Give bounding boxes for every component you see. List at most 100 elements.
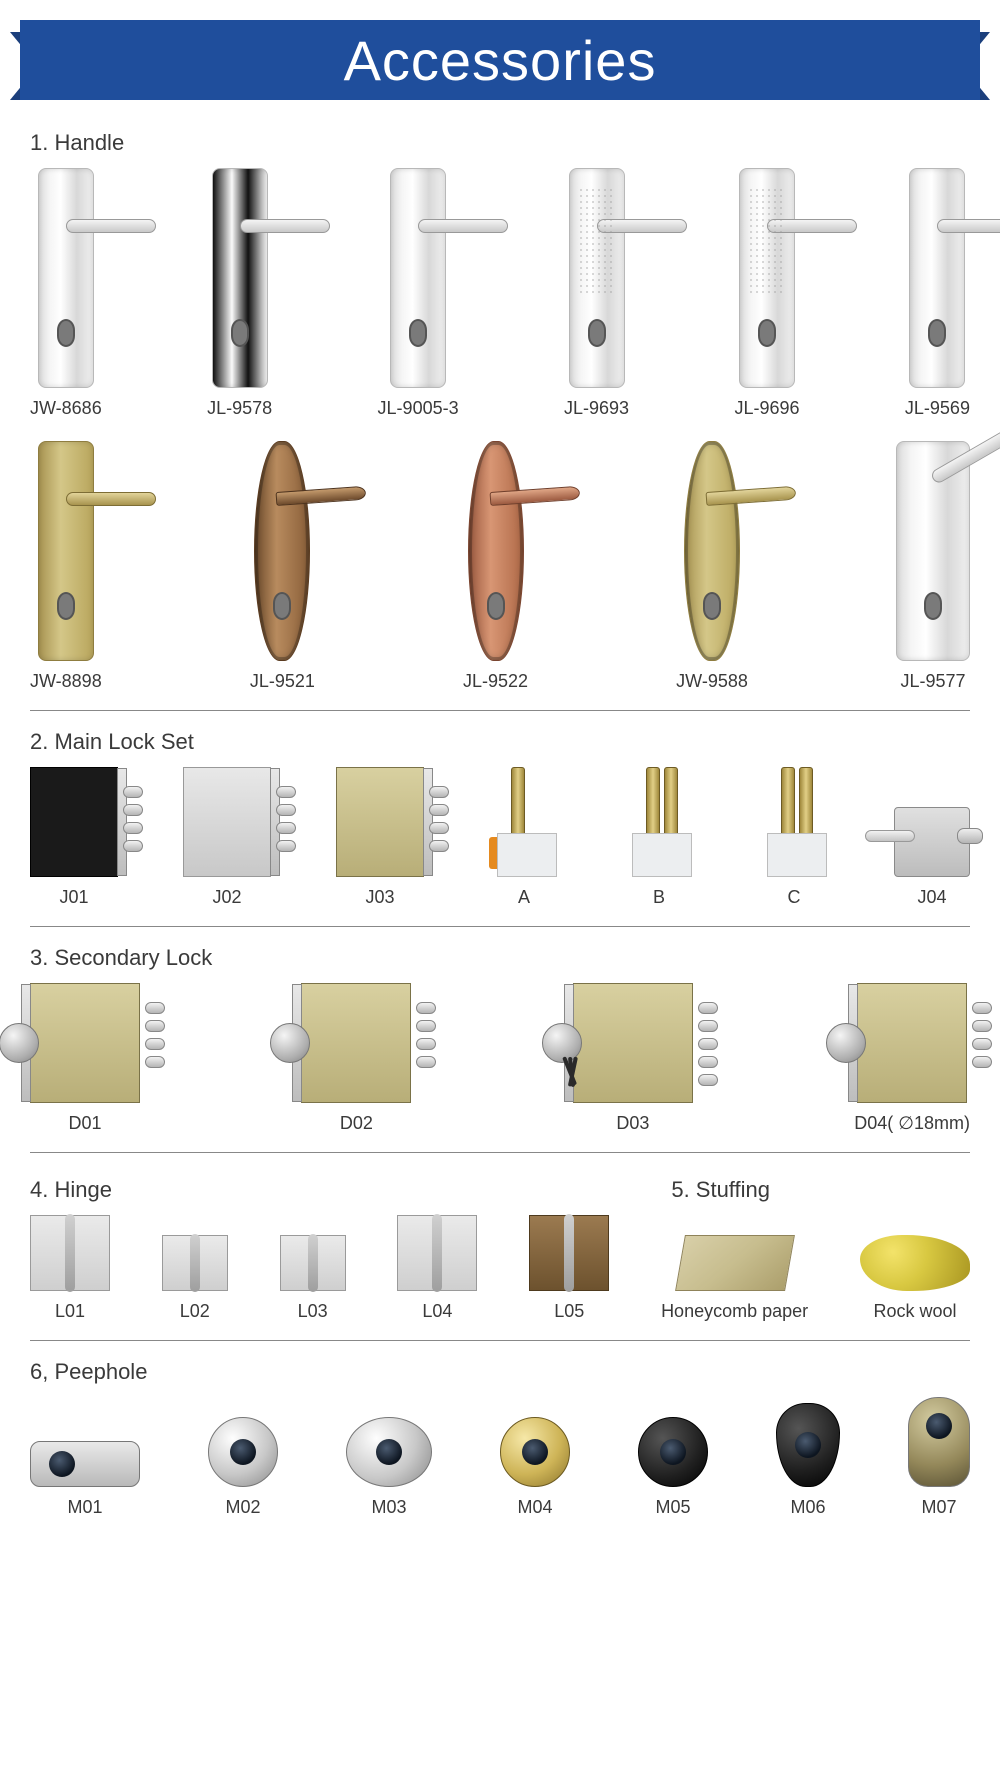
secondary-lock-item: D03: [573, 983, 693, 1134]
peephole-icon: [776, 1403, 840, 1487]
peephole-icon: [500, 1417, 570, 1487]
handle-item: JL-9696: [734, 168, 799, 419]
item-label: JL-9577: [900, 671, 965, 692]
hinge-item: L03: [280, 1235, 346, 1322]
secondary-lock-item: D01: [30, 983, 140, 1134]
handle-row-2: JW-8898 JL-9521 JL-9522 JW-9588 JL-9577: [30, 441, 970, 692]
item-label: L02: [180, 1301, 210, 1322]
item-label: JW-8898: [30, 671, 102, 692]
handle-item: JL-9521: [250, 441, 315, 692]
peephole-icon: [638, 1417, 708, 1487]
item-label: M07: [921, 1497, 956, 1518]
item-label: JL-9521: [250, 671, 315, 692]
handle-item: JL-9522: [463, 441, 528, 692]
mainlock-row: J01 J02 J03 A B C J04: [30, 767, 970, 908]
secondary-row: D01 D02 D03 D04( ∅18mm): [30, 983, 970, 1134]
cylinder-item: C: [759, 767, 829, 908]
cylinder-icon: [759, 767, 829, 877]
item-label: J04: [917, 887, 946, 908]
secondary-lock-item: D04( ∅18mm): [854, 983, 970, 1134]
item-label: L01: [55, 1301, 85, 1322]
banner-body: Accessories: [20, 20, 980, 100]
hinge-item: L05: [529, 1215, 609, 1322]
lockbody-icon: [301, 983, 411, 1103]
lockbody-icon: [336, 767, 424, 877]
item-label: JL-9696: [734, 398, 799, 419]
item-label: D03: [616, 1113, 649, 1134]
lock-item: J03: [336, 767, 424, 908]
handle-item: JW-8686: [30, 168, 102, 419]
handle-item: JL-9578: [207, 168, 272, 419]
hinge-item: L01: [30, 1215, 110, 1322]
peephole-item: M05: [638, 1417, 708, 1518]
lockbody-icon: [573, 983, 693, 1103]
section-title-mainlock: 2. Main Lock Set: [30, 729, 970, 755]
hinge-icon: [529, 1215, 609, 1291]
item-label: JW-9588: [676, 671, 748, 692]
stuffing-item: Rock wool: [860, 1235, 970, 1322]
section-title-peephole: 6, Peephole: [30, 1359, 970, 1385]
hinge-stuffing-row: L01 L02 L03 L04 L05 Honeycomb paper Rock…: [30, 1215, 970, 1322]
lockbody-icon: [857, 983, 967, 1103]
item-label: Honeycomb paper: [661, 1301, 808, 1322]
peephole-item: M04: [500, 1417, 570, 1518]
item-label: D01: [68, 1113, 101, 1134]
item-label: M04: [517, 1497, 552, 1518]
item-label: A: [518, 887, 530, 908]
lock-item: J01: [30, 767, 118, 908]
title-banner: Accessories: [20, 20, 980, 100]
divider: [30, 926, 970, 927]
peephole-icon: [908, 1397, 970, 1487]
peephole-item: M01: [30, 1441, 140, 1518]
item-label: M02: [225, 1497, 260, 1518]
peephole-icon: [346, 1417, 432, 1487]
item-label: L05: [554, 1301, 584, 1322]
secondary-lock-item: D02: [301, 983, 411, 1134]
peephole-icon: [30, 1441, 140, 1487]
item-label: D02: [340, 1113, 373, 1134]
handle-icon: [38, 168, 94, 388]
hinge-icon: [280, 1235, 346, 1291]
divider: [30, 1152, 970, 1153]
handle-icon: [896, 441, 970, 661]
hinge-icon: [30, 1215, 110, 1291]
handle-icon: [212, 168, 268, 388]
hinge-item: L04: [397, 1215, 477, 1322]
cylinder-item: B: [624, 767, 694, 908]
cylinder-icon: [624, 767, 694, 877]
handle-item: JW-8898: [30, 441, 102, 692]
cylinder-item: A: [489, 767, 559, 908]
lock-item: J02: [183, 767, 271, 908]
peephole-icon: [208, 1417, 278, 1487]
item-label: B: [653, 887, 665, 908]
cylinder-icon: [489, 767, 559, 877]
item-label: D04( ∅18mm): [854, 1113, 970, 1134]
smalllock-icon: [894, 807, 970, 877]
lockbody-icon: [183, 767, 271, 877]
handle-icon: [254, 441, 310, 661]
dual-title-row: 4. Hinge 5. Stuffing: [30, 1159, 970, 1215]
item-label: C: [788, 887, 801, 908]
section-title-stuffing: 5. Stuffing: [671, 1177, 770, 1203]
item-label: M05: [655, 1497, 690, 1518]
item-label: JW-8686: [30, 398, 102, 419]
rockwool-icon: [860, 1235, 970, 1291]
item-label: J02: [212, 887, 241, 908]
item-label: JL-9005-3: [378, 398, 459, 419]
divider: [30, 710, 970, 711]
stuffing-item: Honeycomb paper: [661, 1235, 808, 1322]
catalog-content: 1. Handle JW-8686 JL-9578 JL-9005-3 JL-9…: [0, 130, 1000, 1558]
peephole-item: M06: [776, 1403, 840, 1518]
peephole-item: M03: [346, 1417, 432, 1518]
handle-row-1: JW-8686 JL-9578 JL-9005-3 JL-9693 JL-969…: [30, 168, 970, 419]
item-label: JL-9569: [905, 398, 970, 419]
section-title-handle: 1. Handle: [30, 130, 970, 156]
lock-item: J04: [894, 807, 970, 908]
handle-item: JL-9693: [564, 168, 629, 419]
section-title-hinge: 4. Hinge: [30, 1177, 112, 1203]
peephole-item: M02: [208, 1417, 278, 1518]
lockbody-icon: [30, 767, 118, 877]
handle-item: JL-9005-3: [378, 168, 459, 419]
item-label: M06: [790, 1497, 825, 1518]
handle-icon: [739, 168, 795, 388]
